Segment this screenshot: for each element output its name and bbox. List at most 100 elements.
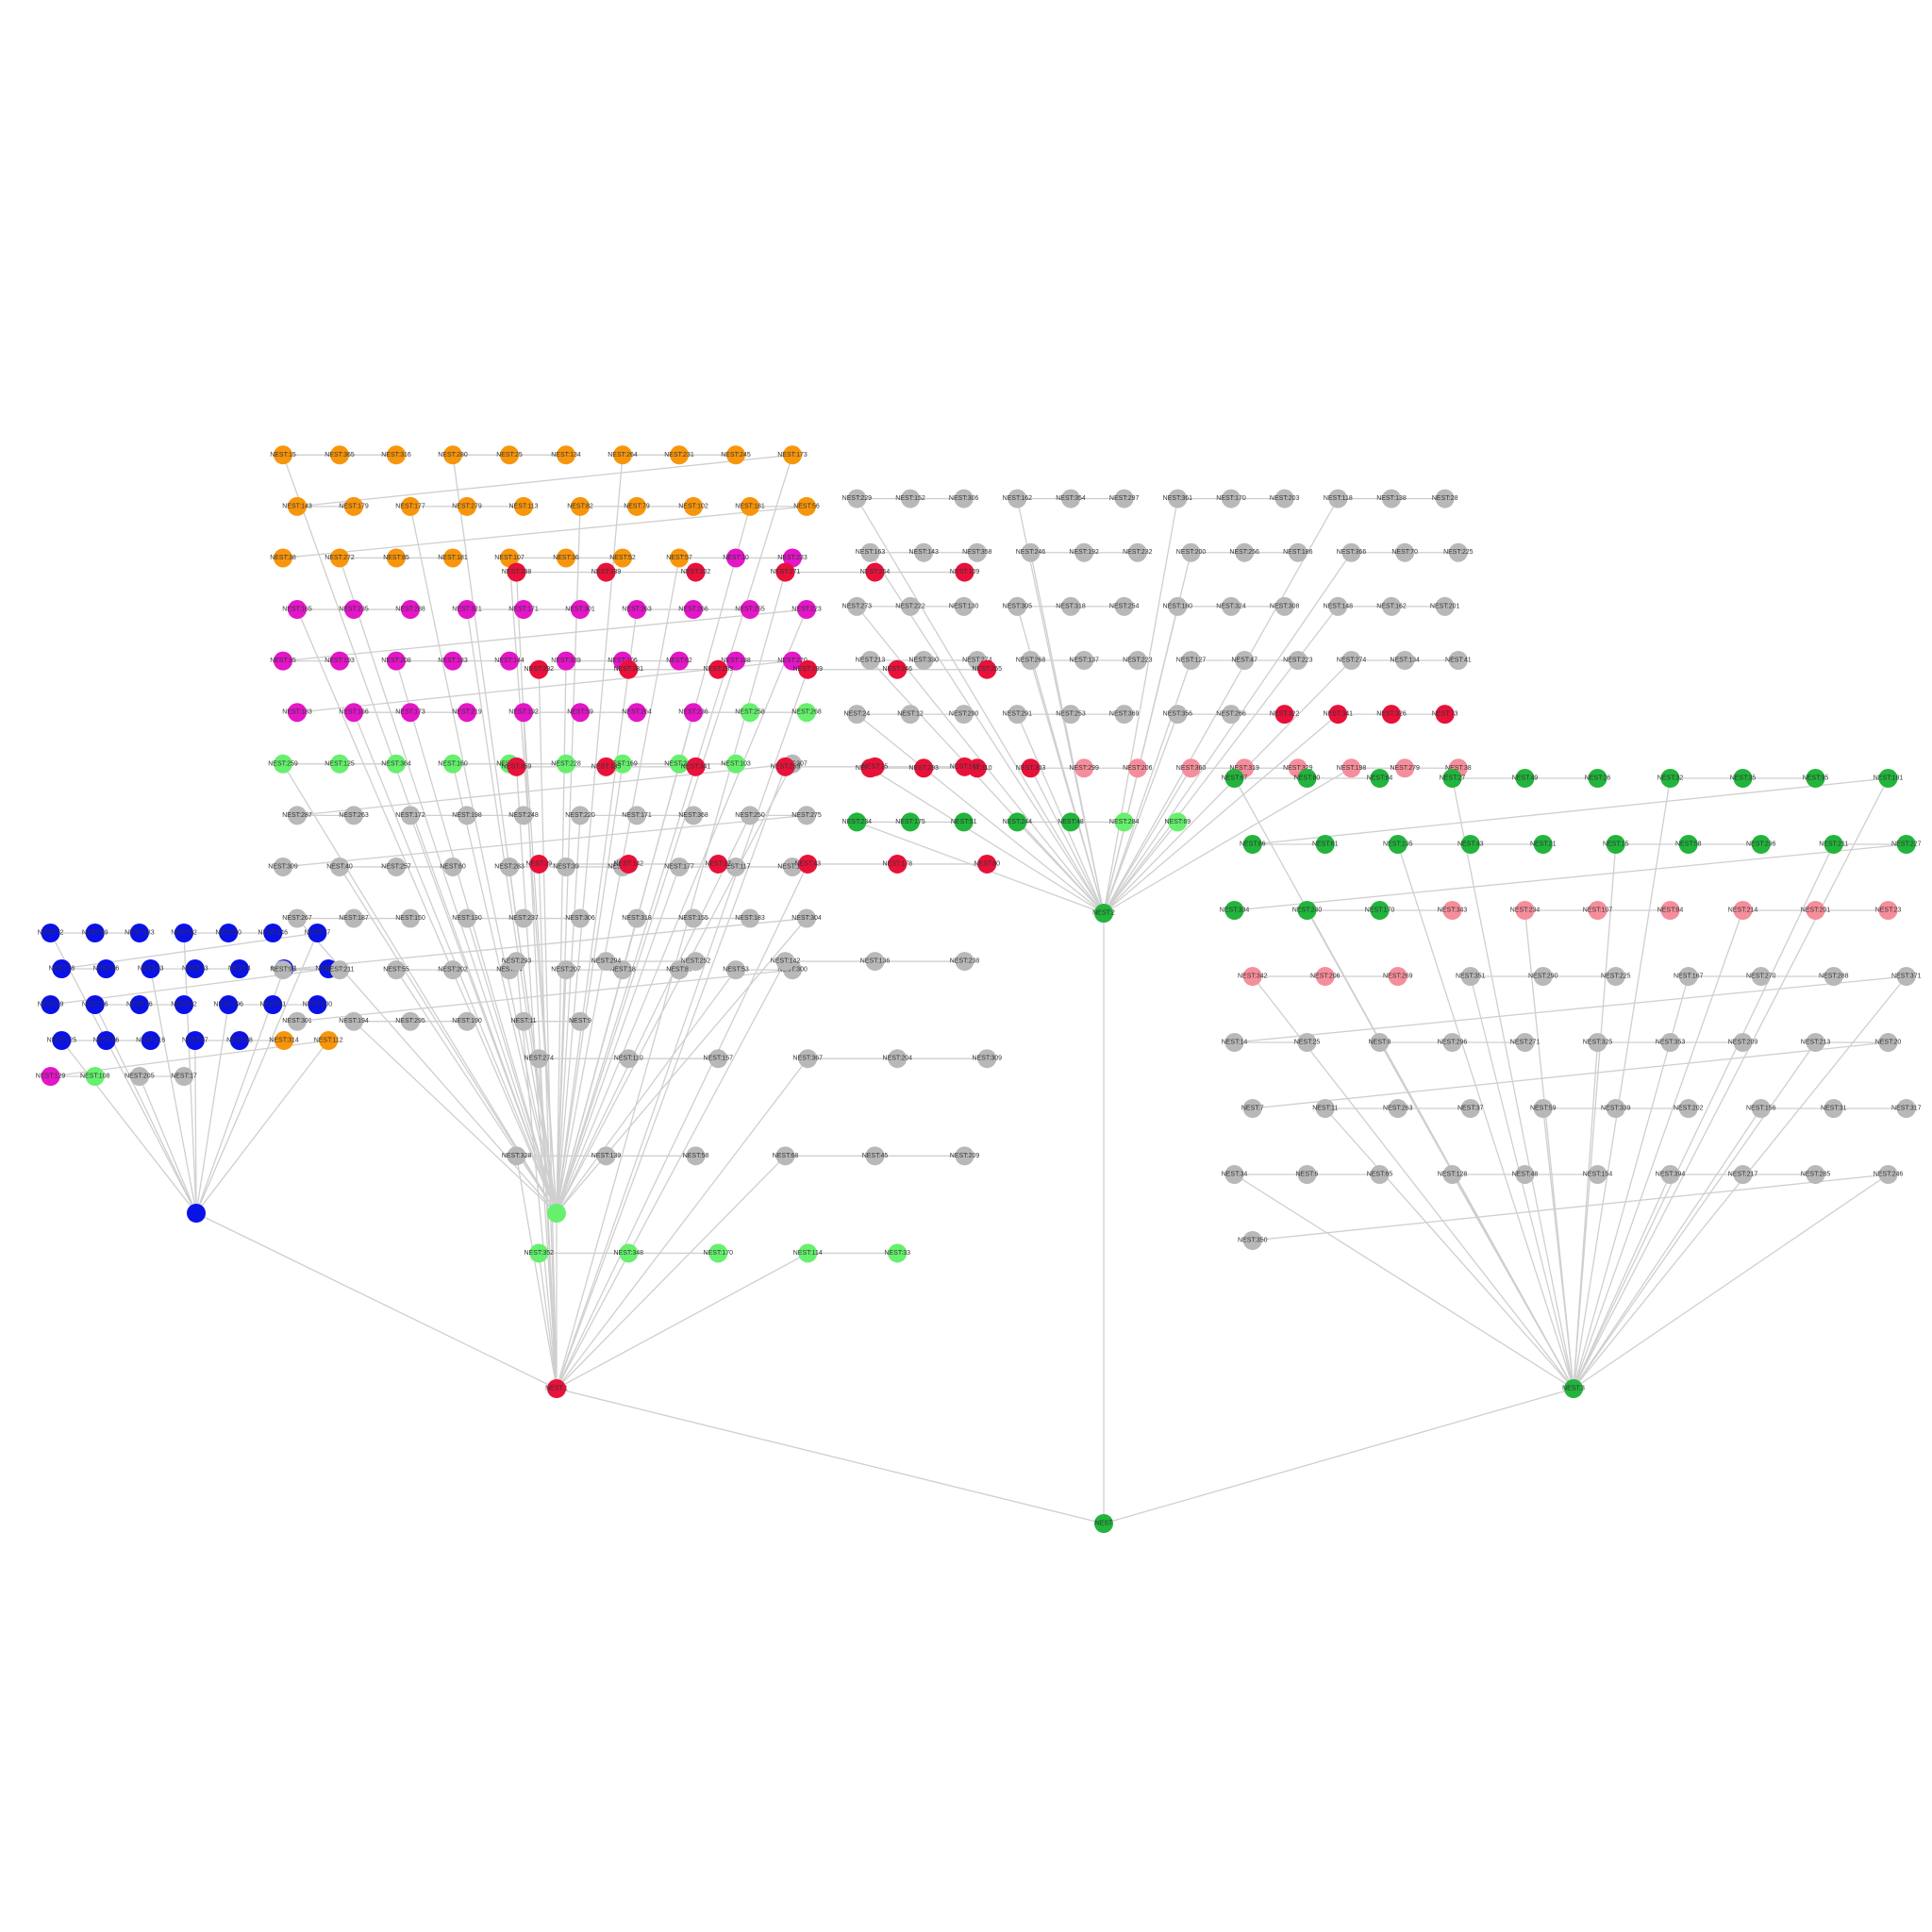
graph-node[interactable]: NEST:139 — [591, 1146, 622, 1166]
graph-node[interactable]: NEST:297 — [1109, 489, 1140, 508]
graph-node[interactable]: NEST:114 — [793, 1243, 823, 1263]
graph-node[interactable]: NEST:290 — [949, 705, 979, 724]
graph-node[interactable]: NEST:25 — [862, 757, 889, 776]
graph-node[interactable]: NEST:86 — [1240, 835, 1266, 854]
graph-node[interactable]: NEST:41 — [1445, 651, 1472, 670]
graph-node[interactable]: NEST:301 — [282, 1011, 312, 1031]
graph-node[interactable]: NEST:118 — [1324, 489, 1353, 508]
graph-node[interactable]: NEST:294 — [591, 952, 622, 972]
graph-node[interactable]: NEST:368 — [678, 806, 708, 825]
graph-node[interactable]: NEST:171 — [508, 600, 539, 620]
graph-node[interactable]: NEST:65 — [1367, 1165, 1393, 1184]
graph-node[interactable]: NEST:246 — [1016, 542, 1046, 562]
graph-node[interactable]: NEST:234 — [1510, 901, 1541, 920]
graph-node[interactable]: NEST:258 — [735, 703, 765, 723]
graph-node[interactable]: NEST:81 — [259, 995, 286, 1014]
graph-node[interactable]: NEST:134 — [1390, 651, 1420, 670]
graph-node[interactable]: NEST:143 — [908, 542, 939, 562]
graph-node[interactable]: NEST:79 — [624, 496, 650, 516]
graph-node[interactable]: NEST:2 — [1092, 904, 1115, 923]
graph-node[interactable]: NEST:100 — [303, 995, 333, 1014]
graph-node[interactable]: NEST:301 — [565, 600, 595, 620]
graph-node[interactable]: NEST:137 — [1069, 651, 1099, 670]
graph-node[interactable]: NEST:207 — [551, 960, 581, 980]
graph-node[interactable]: NEST:225 — [1601, 967, 1631, 986]
graph-node[interactable]: NEST:181 — [438, 548, 468, 568]
graph-node[interactable]: NEST:187 — [339, 908, 369, 928]
graph-node[interactable]: NEST:15 — [1603, 835, 1629, 854]
graph-node[interactable]: NEST:351 — [1456, 967, 1486, 986]
graph-node[interactable]: NEST:186 — [1283, 542, 1313, 562]
graph-node[interactable]: NEST:8 — [1369, 1033, 1391, 1052]
graph-node[interactable]: NEST:270 — [1746, 967, 1776, 986]
graph-node[interactable]: NEST:35 — [270, 651, 296, 671]
graph-node[interactable]: NEST:143 — [282, 496, 312, 516]
graph-node[interactable]: NEST:237 — [508, 908, 539, 928]
graph-node[interactable]: NEST:246 — [1874, 1165, 1904, 1184]
graph-node[interactable]: NEST:129 — [36, 1067, 66, 1086]
graph-node[interactable]: NEST:252 — [681, 952, 711, 972]
graph-node[interactable]: NEST:254 — [1109, 596, 1140, 616]
graph-node[interactable]: NEST:180 — [1163, 596, 1193, 616]
graph-node[interactable]: NEST:279 — [452, 496, 482, 516]
graph-node[interactable]: NEST:328 — [502, 1146, 532, 1166]
graph-node[interactable]: NEST:154 — [1583, 1165, 1613, 1184]
graph-node[interactable]: NEST:36 — [553, 548, 579, 568]
graph-node[interactable]: NEST:117 — [722, 857, 751, 876]
graph-node[interactable]: NEST:169 — [608, 754, 638, 774]
graph-node[interactable]: NEST:11 — [510, 1011, 537, 1031]
graph-node[interactable]: NEST:188 — [721, 651, 751, 671]
graph-node[interactable]: NEST:172 — [395, 806, 425, 825]
graph-node[interactable]: NEST:162 — [1003, 489, 1033, 508]
graph-node[interactable]: NEST:291 — [1003, 705, 1033, 724]
graph-node[interactable]: NEST:107 — [1583, 901, 1613, 920]
graph-node[interactable]: NEST:110 — [614, 1049, 643, 1069]
graph-node[interactable]: NEST:228 — [551, 754, 581, 774]
graph-node[interactable]: NEST:48 — [1058, 812, 1084, 832]
graph-node[interactable]: NEST:359 — [502, 757, 532, 776]
graph-node[interactable]: NEST:296 — [1438, 1033, 1468, 1052]
graph-node[interactable]: NEST:70 — [1391, 542, 1418, 562]
graph-node[interactable]: NEST:196 — [213, 995, 243, 1014]
graph-node[interactable]: NEST:64 — [1367, 769, 1393, 788]
graph-node[interactable]: NEST:198 — [1337, 758, 1367, 778]
graph-node[interactable]: NEST:177 — [664, 857, 694, 876]
graph-node[interactable]: NEST:109 — [950, 562, 980, 582]
graph-node[interactable]: NEST:263 — [339, 806, 369, 825]
graph-node[interactable]: NEST:288 — [1819, 967, 1849, 986]
graph-node[interactable]: NEST:220 — [777, 651, 808, 671]
graph-node[interactable]: NEST:173 — [777, 445, 808, 465]
graph-node[interactable]: NEST:113 — [509, 496, 539, 516]
graph-node[interactable]: NEST:51 — [951, 812, 977, 832]
graph-node[interactable]: NEST:264 — [608, 445, 638, 465]
graph-node[interactable]: NEST:361 — [1163, 489, 1193, 508]
graph-node[interactable]: NEST:144 — [494, 651, 525, 671]
graph-node[interactable]: NEST:219 — [452, 703, 482, 723]
graph-node[interactable]: NEST:264 — [860, 562, 891, 582]
graph-node[interactable]: NEST:26 — [82, 995, 108, 1014]
graph-node[interactable]: NEST:20 — [1875, 1033, 1902, 1052]
graph-node[interactable]: NEST:208 — [381, 651, 411, 671]
graph-node[interactable]: NEST:103 — [721, 754, 751, 774]
graph-node[interactable]: NEST:73 — [1432, 705, 1458, 724]
graph-node[interactable]: NEST:55 — [383, 960, 409, 980]
graph-node[interactable]: NEST:12 — [897, 705, 924, 724]
graph-node[interactable]: NEST:231 — [664, 445, 694, 465]
graph-node[interactable]: NEST:26 — [1585, 769, 1611, 788]
graph-node[interactable]: NEST:225 — [1443, 542, 1474, 562]
graph-node[interactable]: NEST:69 — [1165, 812, 1191, 832]
graph-node[interactable]: NEST:43 — [1457, 835, 1484, 854]
graph-node[interactable]: NEST:155 — [678, 908, 708, 928]
graph-node[interactable]: NEST:274 — [1337, 651, 1367, 670]
graph-node[interactable]: NEST:31 — [1821, 1099, 1847, 1118]
graph-node[interactable]: NEST:40 — [326, 857, 353, 876]
graph-node[interactable]: NEST:353 — [1656, 1033, 1686, 1052]
graph-node[interactable]: NEST:317 — [1891, 1099, 1922, 1118]
graph-node[interactable]: NEST:195 — [1383, 835, 1413, 854]
graph-node[interactable]: NEST — [1094, 1514, 1113, 1533]
graph-node[interactable]: NEST:108 — [80, 1067, 110, 1086]
graph-node[interactable]: NEST:72 — [38, 924, 64, 942]
graph-node[interactable]: NEST:62 — [666, 651, 692, 671]
graph-node[interactable]: NEST:46 — [93, 959, 120, 978]
graph-node[interactable]: NEST:281 — [613, 659, 643, 679]
